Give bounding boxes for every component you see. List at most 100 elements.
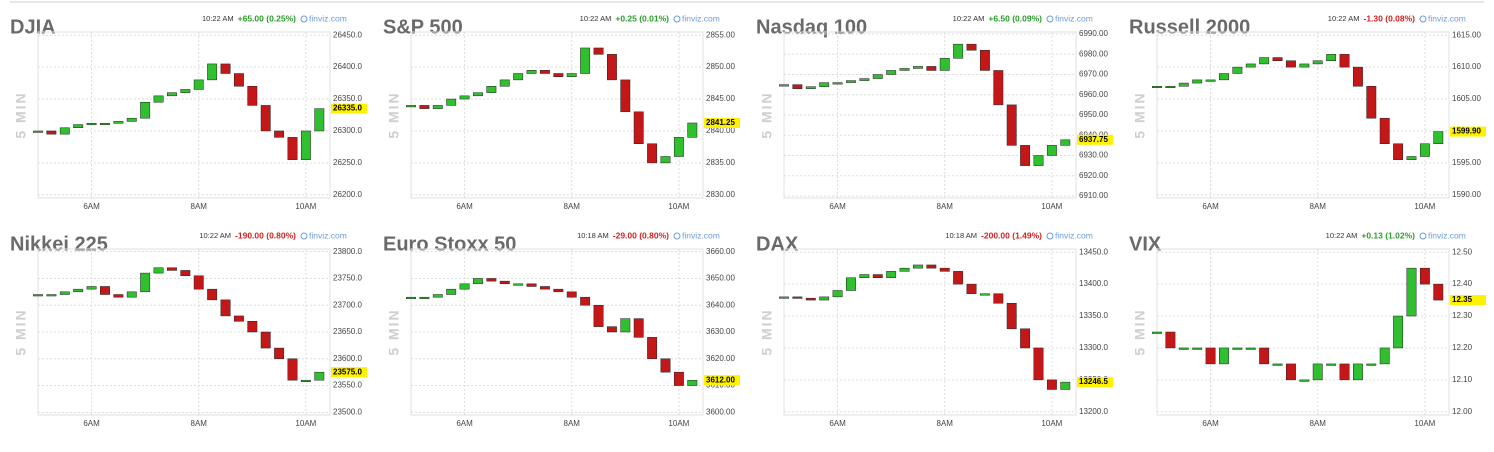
- last-price-label: 12.35: [1452, 295, 1473, 304]
- source-link: finviz.com: [682, 13, 720, 23]
- source-link: finviz.com: [1428, 13, 1466, 23]
- timestamp: 10:22 AM: [199, 231, 231, 240]
- candle: [207, 63, 218, 81]
- candle: [247, 321, 258, 333]
- candle: [167, 92, 177, 97]
- y-tick-label: 3630.00: [706, 327, 735, 336]
- candle: [1326, 363, 1337, 366]
- candle: [1245, 63, 1256, 68]
- candle: [1352, 66, 1363, 87]
- y-tick-label: 1605.00: [1452, 94, 1481, 103]
- last-price-label: 6937.75: [1079, 135, 1108, 144]
- chart-title: DJIA: [10, 16, 56, 38]
- candle: [300, 130, 311, 160]
- candle: [499, 79, 510, 87]
- y-tick-label: 26450.0: [333, 30, 362, 39]
- last-price-label: 13246.5: [1079, 377, 1108, 386]
- candle: [1339, 363, 1350, 381]
- change: +6.50 (0.09%): [988, 13, 1042, 23]
- chart-panel: Nasdaq 100 finviz.com +6.50 (0.09%)10:22 A…: [756, 13, 1113, 211]
- candle: [593, 47, 604, 55]
- candle: [193, 79, 204, 90]
- candle: [86, 123, 97, 126]
- candle: [899, 68, 910, 71]
- candle: [419, 105, 430, 109]
- candle: [1046, 379, 1057, 390]
- candle: [1312, 363, 1323, 381]
- change: -190.00 (0.80%): [235, 230, 296, 240]
- y-tick-label: 2855.00: [706, 30, 735, 39]
- candle: [33, 294, 43, 297]
- candle: [513, 283, 524, 286]
- source-link: finviz.com: [682, 230, 720, 240]
- chart-panel: DJIA finviz.com +65.00 (0.25%) 10:22 AM 5 MI…: [10, 13, 367, 211]
- candle: [314, 371, 325, 381]
- y-tick-label: 6980.00: [1079, 49, 1108, 58]
- candle: [1393, 315, 1404, 349]
- candle: [1393, 143, 1404, 160]
- candle: [1205, 79, 1216, 82]
- interval-label: 5 MIN: [1132, 91, 1148, 138]
- change: -1.30 (0.08%): [1364, 13, 1416, 23]
- candle: [593, 304, 604, 327]
- candle: [1406, 267, 1417, 317]
- candle: [819, 296, 830, 301]
- y-tick-label: 6920.00: [1079, 171, 1108, 180]
- chart-title: Euro Stoxx 50: [383, 233, 516, 255]
- candle: [1060, 381, 1071, 390]
- candle: [939, 267, 950, 272]
- candle: [46, 130, 57, 135]
- last-price-box: [1450, 126, 1486, 137]
- candle: [846, 277, 856, 291]
- candle: [979, 49, 990, 71]
- candle: [633, 111, 644, 144]
- candle: [459, 283, 470, 290]
- y-tick-label: 23550.0: [333, 381, 362, 390]
- last-price-box: [331, 367, 367, 378]
- source-icon: [1419, 232, 1427, 240]
- candle: [1366, 86, 1377, 119]
- x-tick-label: 8AM: [937, 419, 954, 428]
- last-price-box: [1077, 377, 1113, 388]
- candle: [274, 347, 285, 360]
- candle: [233, 73, 244, 87]
- candle: [1232, 347, 1243, 350]
- y-tick-label: 6930.00: [1079, 151, 1108, 160]
- candle: [1272, 57, 1283, 61]
- candle: [1033, 155, 1044, 166]
- candle: [872, 74, 883, 79]
- candle: [1272, 363, 1283, 366]
- y-tick-label: 2835.00: [706, 158, 735, 167]
- candle: [886, 271, 897, 278]
- source-icon: [673, 232, 681, 240]
- candle: [633, 318, 644, 338]
- last-price-box: [704, 375, 740, 386]
- candle: [966, 283, 977, 294]
- candle: [1020, 145, 1031, 166]
- interval-label: 5 MIN: [386, 308, 402, 355]
- candle: [1152, 331, 1162, 334]
- candle: [1006, 104, 1017, 146]
- change: +0.25 (0.01%): [615, 13, 669, 23]
- candle: [1245, 347, 1256, 350]
- change: -200.00 (1.49%): [981, 230, 1042, 240]
- candle: [499, 280, 510, 285]
- candle: [459, 95, 470, 100]
- candle: [859, 274, 870, 278]
- candle: [926, 264, 937, 269]
- candle: [1205, 347, 1216, 365]
- candle: [486, 278, 497, 282]
- x-tick-label: 8AM: [191, 202, 208, 211]
- candle: [832, 82, 843, 85]
- candle: [113, 121, 124, 124]
- x-tick-label: 10AM: [1414, 202, 1435, 211]
- chart-title: Russell 2000: [1129, 16, 1250, 38]
- candle: [180, 270, 191, 277]
- candle: [926, 66, 937, 71]
- candle: [1299, 63, 1310, 68]
- x-tick-label: 10AM: [295, 202, 316, 211]
- candle: [1219, 73, 1229, 81]
- chart-panel: Euro Stoxx 50 finviz.com -29.00 (0.80%) 10:…: [383, 230, 740, 428]
- candle: [953, 43, 964, 59]
- candle: [287, 137, 298, 160]
